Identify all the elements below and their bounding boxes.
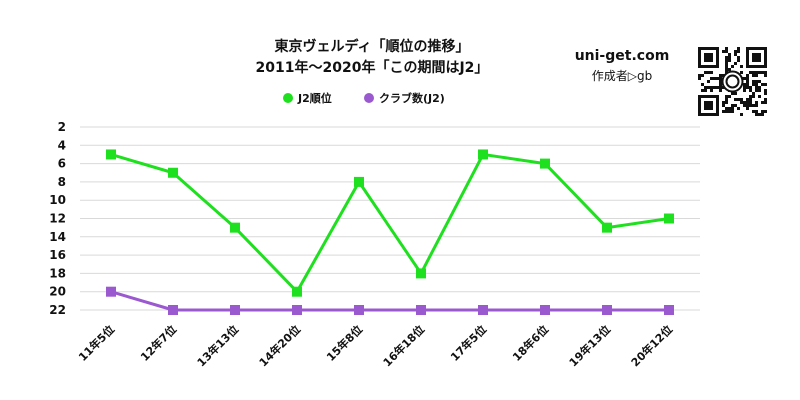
data-point-j2-rank	[106, 149, 116, 160]
x-tick-label: 12年7位	[137, 322, 179, 364]
qr-code-icon	[698, 47, 767, 116]
x-tick-label: 14年20位	[256, 322, 303, 369]
y-tick-label: 22	[49, 303, 66, 317]
x-tick-label: 16年18位	[380, 322, 427, 369]
data-point-clubs	[292, 305, 302, 315]
series-line-j2-rank	[110, 152, 670, 294]
data-point-j2-rank	[168, 167, 178, 178]
series-line-clubs	[110, 290, 669, 312]
series	[106, 149, 674, 315]
y-tick-label: 10	[49, 193, 66, 207]
data-point-j2-rank	[354, 176, 364, 187]
data-point-j2-rank	[230, 222, 240, 233]
data-point-j2-rank	[292, 286, 302, 297]
brand-text: uni-get.com	[575, 48, 670, 64]
data-point-j2-rank	[664, 213, 674, 224]
x-tick-label: 13年13位	[194, 322, 241, 369]
y-tick-label: 18	[49, 266, 66, 280]
y-tick-label: 4	[58, 138, 66, 152]
author-text: 作成者▷gb	[592, 69, 652, 83]
y-tick-label: 12	[49, 212, 66, 226]
y-tick-label: 2	[58, 120, 66, 134]
x-tick-label: 15年8位	[323, 322, 365, 364]
data-point-clubs	[664, 305, 674, 315]
data-point-j2-rank	[478, 149, 488, 160]
chart-subtitle: 2011年～2020年「この期間はJ2」	[256, 59, 489, 76]
chart-title: 東京ヴェルディ「順位の推移」	[274, 38, 469, 55]
y-tick-label: 6	[58, 157, 66, 171]
x-tick-label: 20年12位	[628, 322, 675, 369]
data-point-j2-rank	[416, 268, 426, 279]
data-point-clubs	[416, 305, 426, 315]
legend: J2順位 クラブ数(J2)	[283, 91, 445, 105]
data-point-clubs	[168, 305, 178, 315]
legend-swatch-j2-rank	[283, 93, 293, 103]
data-point-j2-rank	[540, 158, 550, 169]
x-axis: 11年5位 12年7位 13年13位 14年20位 15年8位 16年18位 17年5位 18…	[75, 322, 675, 369]
legend-label-clubs: クラブ数(J2)	[379, 91, 445, 105]
data-point-clubs	[602, 305, 612, 315]
legend-swatch-clubs	[364, 93, 374, 103]
legend-label-j2-rank: J2順位	[297, 91, 332, 105]
y-axis: 2 4 6 8 10 12 14 16 18 20 22	[49, 120, 66, 317]
data-point-clubs	[230, 305, 240, 315]
x-tick-label: 18年6位	[509, 322, 551, 364]
data-point-clubs	[354, 305, 364, 315]
x-tick-label: 17年5位	[447, 322, 489, 364]
y-tick-label: 20	[49, 285, 66, 299]
gridlines	[80, 126, 700, 311]
x-tick-label: 19年13位	[566, 322, 613, 369]
x-tick-label: 11年5位	[75, 322, 117, 364]
data-point-j2-rank	[602, 222, 612, 233]
y-tick-label: 8	[58, 175, 66, 189]
data-point-clubs	[478, 305, 488, 315]
data-point-clubs	[106, 286, 116, 297]
y-tick-label: 14	[49, 230, 66, 244]
data-point-clubs	[540, 305, 550, 315]
y-tick-label: 16	[49, 248, 66, 262]
